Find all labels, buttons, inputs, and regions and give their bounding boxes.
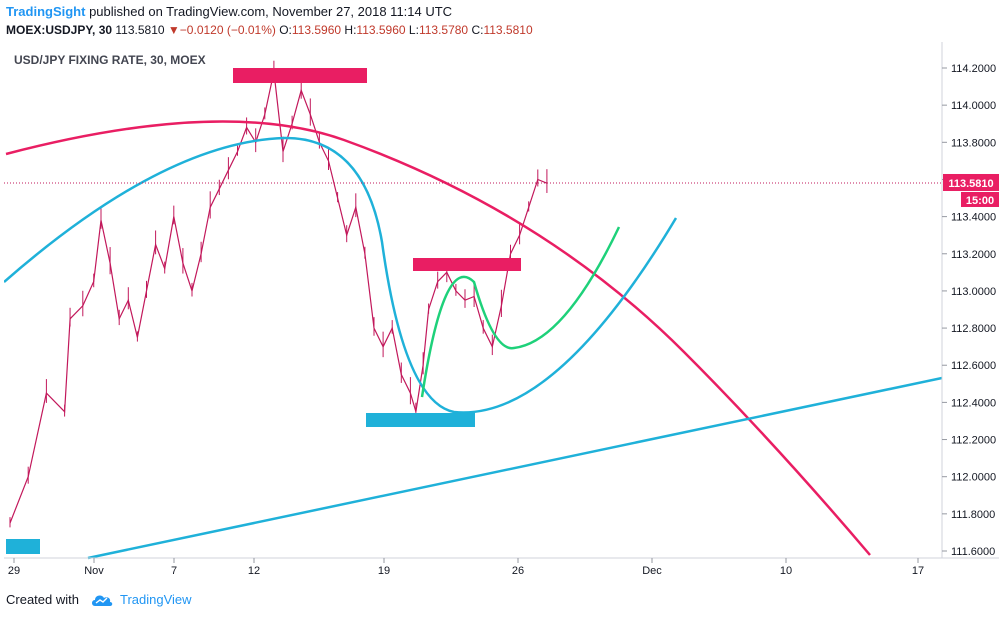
y-tick-label: 112.4000 — [951, 397, 996, 409]
symbol-line: MOEX:USDJPY, 30 113.5810 ▼−0.0120 (−0.01… — [6, 21, 996, 39]
x-tick-label: Dec — [642, 565, 662, 577]
x-tick-label: 26 — [512, 565, 524, 577]
last-price: 113.5810 — [115, 23, 165, 37]
price-series-line — [9, 71, 548, 524]
price-axis[interactable]: 114.2000114.0000113.8000113.6000113.4000… — [942, 63, 996, 558]
x-tick-label: 12 — [248, 565, 260, 577]
y-tick-label: 113.0000 — [951, 286, 996, 298]
y-tick-label: 112.0000 — [951, 472, 996, 484]
low-value: 113.5780 — [418, 23, 469, 37]
publish-info: published on TradingView.com, November 2… — [85, 4, 453, 19]
author-link[interactable]: TradingSight — [6, 4, 86, 19]
y-tick-label: 114.2000 — [951, 63, 996, 75]
y-tick-label: 113.2000 — [951, 249, 996, 261]
last-price-badge — [943, 173, 999, 191]
bar-countdown-badge — [961, 191, 999, 207]
footer: Created with TradingView — [6, 590, 192, 610]
tradingview-logo-icon — [91, 595, 112, 607]
chart-area[interactable]: 114.2000114.0000113.8000113.6000113.4000… — [3, 42, 999, 580]
x-tick-label: 29 — [8, 565, 20, 577]
bar-countdown-text: 15:00 — [966, 195, 994, 207]
y-tick-label: 112.6000 — [951, 360, 996, 372]
x-tick-label: 19 — [378, 565, 390, 577]
resistance-zone-mid[interactable] — [413, 258, 521, 271]
support-zone-left[interactable] — [6, 539, 40, 554]
chart-title: USD/JPY FIXING RATE, 30, MOEX — [14, 53, 206, 67]
time-axis[interactable]: 29 Nov 7 12 19 26 Dec 10 17 — [8, 558, 924, 577]
y-tick-label: 113.4000 — [951, 212, 996, 224]
low-label: L: — [408, 23, 419, 37]
chart-header: TradingSight published on TradingView.co… — [6, 3, 996, 39]
green-arc-curve[interactable] — [420, 226, 621, 398]
y-tick-label: 111.8000 — [951, 509, 995, 521]
high-value: 113.5960 — [356, 23, 406, 37]
y-tick-label: 112.2000 — [951, 435, 996, 447]
publish-line: TradingSight published on TradingView.co… — [6, 3, 996, 21]
blue-arc-curve[interactable] — [3, 136, 678, 414]
tradingview-link[interactable]: TradingView — [120, 592, 192, 607]
rising-trendline[interactable] — [87, 376, 943, 560]
y-tick-label: 111.6000 — [951, 546, 995, 558]
close-label: C: — [471, 23, 484, 37]
down-arrow-icon: ▼ — [167, 23, 180, 37]
resistance-zone-high[interactable] — [233, 68, 367, 83]
close-value: 113.5810 — [483, 23, 533, 37]
open-label: O: — [279, 23, 292, 37]
y-tick-label: 112.8000 — [951, 323, 996, 335]
high-label: H: — [344, 23, 357, 37]
y-tick-label: 113.8000 — [951, 137, 996, 149]
pink-arc-curve[interactable] — [5, 120, 871, 556]
x-tick-label: 10 — [780, 565, 792, 577]
y-tick-label: 114.0000 — [951, 100, 996, 112]
x-tick-label: 17 — [912, 565, 924, 577]
last-price-badge-text: 113.5810 — [948, 178, 993, 190]
price-chart[interactable]: 114.2000114.0000113.8000113.6000113.4000… — [3, 42, 999, 580]
symbol-label: MOEX:USDJPY, 30 — [6, 23, 113, 37]
x-tick-label: 7 — [171, 565, 177, 577]
support-zone[interactable] — [366, 413, 475, 427]
open-value: 113.5960 — [291, 23, 342, 37]
created-with-label: Created with — [6, 592, 79, 607]
price-change: −0.0120 (−0.01%) — [179, 23, 276, 37]
x-tick-label: Nov — [84, 565, 104, 577]
